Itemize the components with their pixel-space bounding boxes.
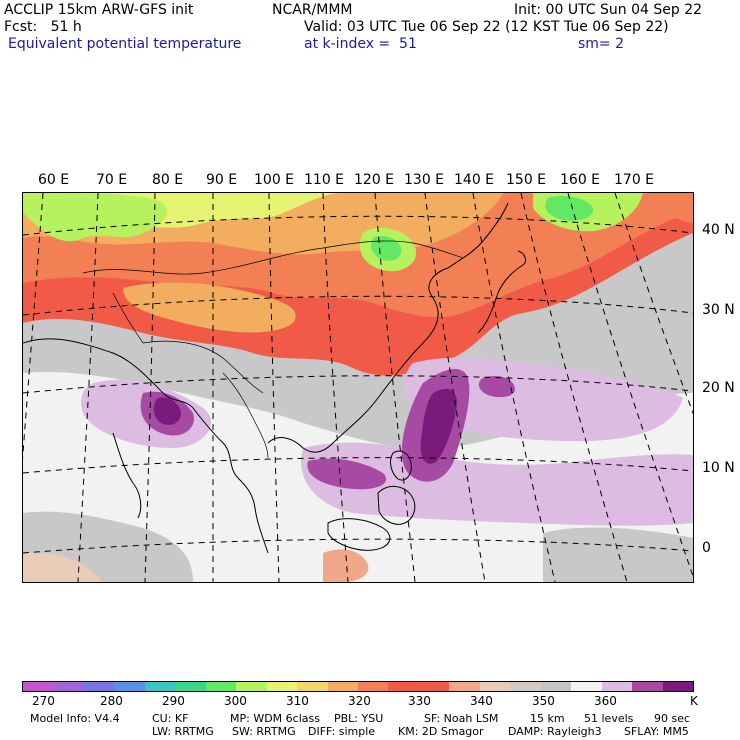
colorbar-tick: 280 <box>100 694 123 708</box>
lon-label: 150 E <box>506 172 547 188</box>
colorbar-tick: 330 <box>408 694 431 708</box>
colorbar-tick: 310 <box>286 694 309 708</box>
forecast-hour: Fcst: 51 h <box>4 19 82 35</box>
colorbar-swatch <box>327 682 358 691</box>
colorbar-unit: K <box>690 694 698 708</box>
lon-label: 90 E <box>206 172 238 188</box>
sw-salmon <box>23 552 103 582</box>
footer-surface: SF: Noah LSM <box>424 712 499 725</box>
colorbar-swatch <box>205 682 237 691</box>
theta-e-map <box>22 192 694 583</box>
colorbar-swatch <box>388 682 419 691</box>
footer-damping: DAMP: Rayleigh3 <box>508 725 602 738</box>
footer-model-info: Model Info: V4.4 <box>30 712 120 725</box>
colorbar-tick: 290 <box>162 694 185 708</box>
model-title: ACCLIP 15km ARW-GFS init <box>4 2 194 18</box>
field-name: Equivalent potential temperature <box>8 36 242 52</box>
footer-sflay: SFLAY: MM5 <box>624 725 689 738</box>
plateau-region <box>123 282 296 333</box>
colorbar-swatch <box>114 682 145 691</box>
south-salmon <box>323 549 369 582</box>
colorbar-swatch <box>266 682 298 691</box>
colorbar-swatch <box>571 682 602 691</box>
lat-label: 40 N <box>702 222 735 238</box>
colorbar-swatch <box>53 682 84 691</box>
footer-cumulus: CU: KF <box>152 712 189 725</box>
level-label: at k-index = 51 <box>304 36 417 52</box>
colorbar-swatch <box>144 682 176 691</box>
colorbar-tick: 270 <box>32 694 55 708</box>
siberia-bright <box>545 196 594 221</box>
lon-label: 80 E <box>152 172 184 188</box>
lon-label: 170 E <box>614 172 655 188</box>
colorbar-swatch <box>175 682 206 691</box>
footer-microphysics: MP: WDM 6class <box>230 712 320 725</box>
lat-label: 20 N <box>702 380 735 396</box>
map-canvas <box>23 193 693 582</box>
pacific-ne-warm <box>643 193 693 223</box>
footer-timestep: 90 sec <box>654 712 691 725</box>
institution-label: NCAR/MMM <box>272 2 353 18</box>
colorbar-swatch <box>357 682 389 691</box>
lon-label: 160 E <box>560 172 601 188</box>
colorbar-swatch <box>236 682 267 691</box>
lon-label: 130 E <box>404 172 445 188</box>
footer-pbl: PBL: YSU <box>334 712 384 725</box>
colorbar-swatch <box>23 682 54 691</box>
footer-levels: 51 levels <box>584 712 634 725</box>
se-grey <box>543 527 693 582</box>
lat-label: 30 N <box>702 302 735 318</box>
colorbar-tick: 360 <box>594 694 617 708</box>
lon-label: 110 E <box>304 172 345 188</box>
footer-diffusion: DIFF: simple <box>308 725 376 738</box>
colorbar-tick: 340 <box>470 694 493 708</box>
colorbar-swatch <box>479 682 511 691</box>
west-pacific-lilac <box>404 357 683 442</box>
colorbar-swatch <box>418 682 450 691</box>
lat-label: 0 <box>702 540 711 556</box>
lon-label: 100 E <box>254 172 295 188</box>
colorbar-swatch <box>662 682 693 691</box>
colorbar-swatch <box>540 682 572 691</box>
valid-time: Valid: 03 UTC Tue 06 Sep 22 (12 KST Tue … <box>304 19 669 35</box>
lightgreen-region <box>23 193 167 242</box>
graticule <box>23 193 693 582</box>
init-time: Init: 00 UTC Sun 04 Sep 22 <box>514 2 703 18</box>
typhoon-dark <box>420 388 457 464</box>
lon-label: 120 E <box>354 172 395 188</box>
borders <box>82 240 464 459</box>
lon-label: 140 E <box>454 172 495 188</box>
pacific-purple <box>478 376 516 398</box>
colorbar-swatch <box>83 682 115 691</box>
lat-label: 10 N <box>702 460 735 476</box>
colorbar-swatch <box>297 682 328 691</box>
colorbar-tick: 320 <box>348 694 371 708</box>
footer-resolution: 15 km <box>530 712 565 725</box>
colorbar-swatch <box>632 682 663 691</box>
bengal-dark <box>153 397 181 425</box>
colorbar-tick: 350 <box>532 694 555 708</box>
footer-longwave: LW: RRTMG <box>152 725 214 738</box>
colorbar-swatch <box>601 682 633 691</box>
footer-km: KM: 2D Smagor <box>398 725 484 738</box>
scs-purple <box>307 458 387 490</box>
colorbar <box>22 681 694 692</box>
lon-label: 60 E <box>38 172 70 188</box>
coastlines <box>23 202 526 554</box>
colorbar-swatch <box>449 682 480 691</box>
colorbar-swatch <box>510 682 541 691</box>
colorbar-tick: 300 <box>224 694 247 708</box>
smoothing-label: sm= 2 <box>578 36 625 52</box>
lon-label: 70 E <box>96 172 128 188</box>
footer-shortwave: SW: RRTMG <box>232 725 296 738</box>
